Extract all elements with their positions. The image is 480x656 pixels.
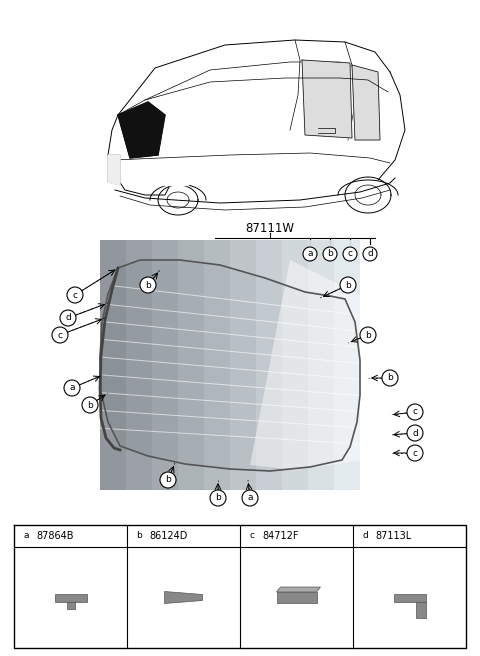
Polygon shape <box>165 592 203 604</box>
Circle shape <box>132 529 146 543</box>
Text: b: b <box>387 373 393 382</box>
Circle shape <box>407 425 423 441</box>
Circle shape <box>303 247 317 261</box>
Circle shape <box>160 472 176 488</box>
Text: b: b <box>136 531 142 541</box>
Circle shape <box>360 327 376 343</box>
Text: b: b <box>365 331 371 340</box>
Polygon shape <box>334 240 360 490</box>
Text: c: c <box>412 407 418 417</box>
Text: b: b <box>327 249 333 258</box>
Circle shape <box>407 445 423 461</box>
Text: b: b <box>145 281 151 289</box>
Circle shape <box>52 327 68 343</box>
Text: a: a <box>69 384 75 392</box>
Polygon shape <box>353 525 466 547</box>
Text: d: d <box>412 428 418 438</box>
Polygon shape <box>240 525 353 547</box>
Text: a: a <box>307 249 313 258</box>
Polygon shape <box>126 240 152 490</box>
Polygon shape <box>352 65 380 140</box>
Text: d: d <box>367 249 373 258</box>
Polygon shape <box>416 602 425 617</box>
Polygon shape <box>256 240 282 490</box>
Polygon shape <box>108 155 120 185</box>
Circle shape <box>210 490 226 506</box>
Polygon shape <box>276 587 321 592</box>
Circle shape <box>363 247 377 261</box>
Circle shape <box>140 277 156 293</box>
Circle shape <box>242 490 258 506</box>
Circle shape <box>245 529 259 543</box>
Polygon shape <box>308 240 334 490</box>
Text: c: c <box>412 449 418 457</box>
Text: a: a <box>23 531 29 541</box>
Text: a: a <box>247 493 253 502</box>
Polygon shape <box>14 525 127 547</box>
Circle shape <box>60 310 76 326</box>
Text: 84712F: 84712F <box>262 531 299 541</box>
Text: b: b <box>87 401 93 409</box>
Circle shape <box>64 380 80 396</box>
Polygon shape <box>127 525 240 547</box>
Circle shape <box>82 397 98 413</box>
Circle shape <box>343 247 357 261</box>
Polygon shape <box>100 240 126 490</box>
Text: 87864B: 87864B <box>36 531 73 541</box>
Circle shape <box>358 529 372 543</box>
Polygon shape <box>67 602 74 609</box>
Text: c: c <box>250 531 254 541</box>
Polygon shape <box>230 240 256 490</box>
Polygon shape <box>118 102 165 158</box>
Circle shape <box>382 370 398 386</box>
Polygon shape <box>394 594 425 602</box>
Polygon shape <box>282 240 308 490</box>
Text: d: d <box>65 314 71 323</box>
Circle shape <box>340 277 356 293</box>
Text: b: b <box>345 281 351 289</box>
Polygon shape <box>250 260 365 470</box>
Circle shape <box>67 287 83 303</box>
Polygon shape <box>100 260 360 471</box>
Polygon shape <box>178 240 204 490</box>
Polygon shape <box>302 60 352 138</box>
Text: 86124D: 86124D <box>149 531 187 541</box>
Polygon shape <box>55 594 86 602</box>
Text: d: d <box>362 531 368 541</box>
Polygon shape <box>148 172 188 185</box>
Circle shape <box>19 529 33 543</box>
Circle shape <box>407 404 423 420</box>
Text: b: b <box>215 493 221 502</box>
Text: b: b <box>165 476 171 485</box>
Polygon shape <box>152 240 178 490</box>
Polygon shape <box>204 240 230 490</box>
Text: c: c <box>58 331 62 340</box>
Polygon shape <box>276 592 316 603</box>
Text: 87111W: 87111W <box>245 222 295 234</box>
Text: c: c <box>72 291 77 300</box>
Circle shape <box>323 247 337 261</box>
Text: 87113L: 87113L <box>375 531 411 541</box>
Text: c: c <box>348 249 352 258</box>
